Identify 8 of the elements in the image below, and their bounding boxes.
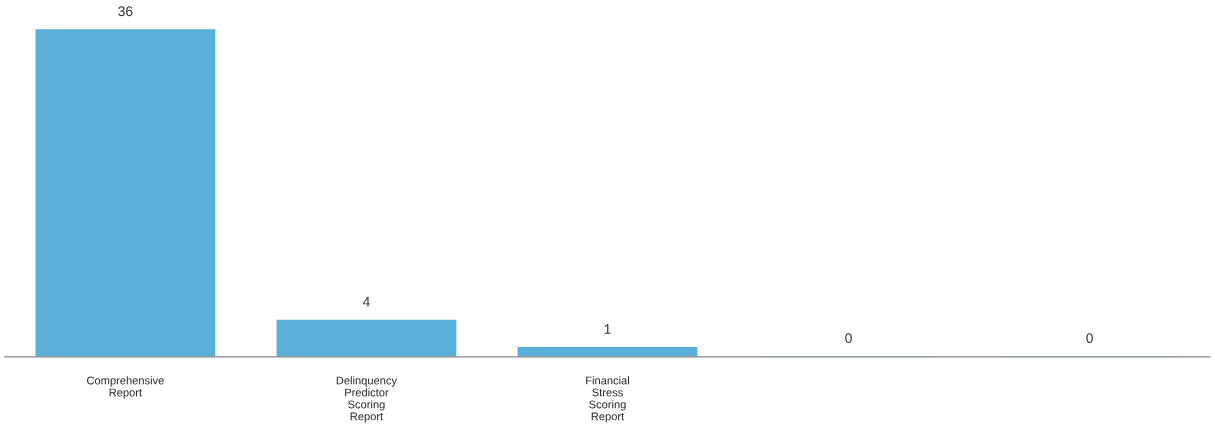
data-label: 0 [1086,333,1093,343]
x-tick-label: Comprehensive Report [87,376,164,399]
x-tick-label: Financial Stress Scoring Report [586,376,629,423]
x-tick-label: Delinquency Predictor Scoring Report [336,376,397,423]
data-label: 1 [604,324,611,334]
data-label: 4 [362,296,370,307]
data-label: 36 [118,6,133,17]
data-label: 0 [845,333,852,343]
